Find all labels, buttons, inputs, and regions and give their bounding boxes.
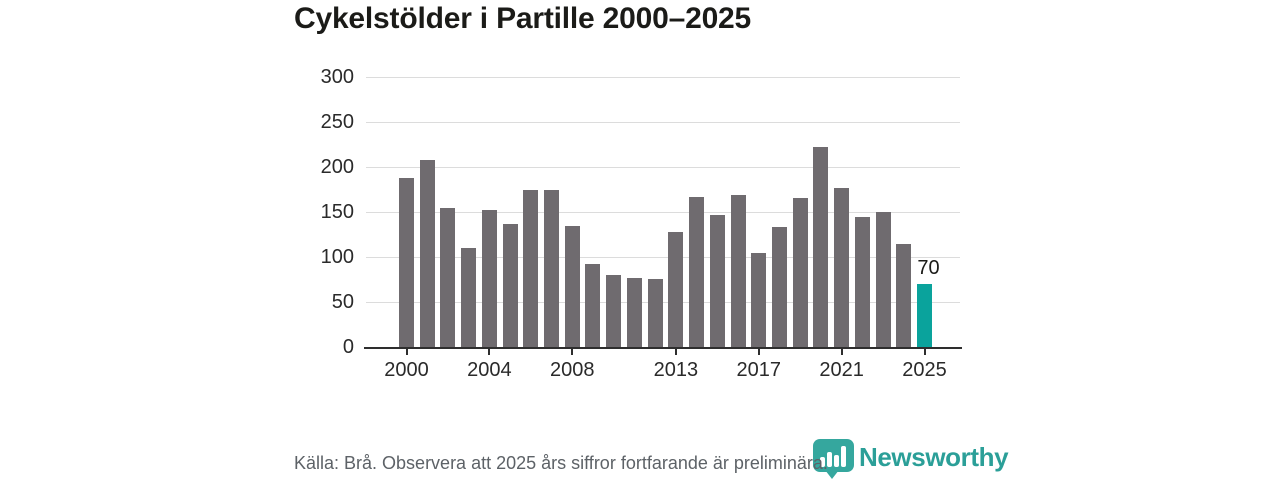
bar-2011[interactable] <box>626 277 642 347</box>
gridline-100 <box>366 257 960 258</box>
y-axis-label-150: 150 <box>320 201 354 223</box>
newsworthy-pin-barchart-icon <box>813 439 854 479</box>
bar-2010[interactable] <box>606 275 622 347</box>
newsworthy-brand[interactable]: Newsworthy <box>811 438 1009 480</box>
bar-2007[interactable] <box>544 190 560 347</box>
x-tick-2013 <box>674 347 677 355</box>
bar-2008[interactable] <box>564 226 580 347</box>
x-tick-2000 <box>405 347 408 355</box>
highlight-value-label: 70 <box>917 257 940 279</box>
y-axis-label-50: 50 <box>331 291 354 313</box>
x-axis-label-2025: 2025 <box>902 359 947 381</box>
bar-2015[interactable] <box>709 214 725 347</box>
bar-2012[interactable] <box>647 278 663 347</box>
bar-2003[interactable] <box>461 248 477 347</box>
bar-2006[interactable] <box>523 189 539 347</box>
gridline-250 <box>366 122 960 123</box>
bar-2021[interactable] <box>834 187 850 347</box>
bar-2020[interactable] <box>813 147 829 347</box>
plot-area: 0 50 100 150 200 250 300 2000 2004 2008 2013 2017 20… <box>321 66 962 381</box>
y-axis-label-300: 300 <box>320 66 354 88</box>
bar-2018[interactable] <box>771 227 787 347</box>
gridline-200 <box>366 167 960 168</box>
x-tick-2021 <box>840 347 843 355</box>
bar-2013[interactable] <box>668 231 684 347</box>
bar-2024[interactable] <box>896 243 912 347</box>
bar-2005[interactable] <box>502 223 518 347</box>
x-axis-label-2000: 2000 <box>384 359 429 381</box>
gridline-50 <box>366 302 960 303</box>
gridline-150 <box>366 212 960 213</box>
source-note: Källa: Brå. Observera att 2025 års siffr… <box>294 453 828 473</box>
y-axis-label-250: 250 <box>320 111 354 133</box>
bar-2000[interactable] <box>399 177 414 347</box>
y-axis-label-100: 100 <box>320 246 354 268</box>
x-axis-line <box>364 347 962 349</box>
bar-2019[interactable] <box>792 197 808 347</box>
bar-2002[interactable] <box>440 208 456 347</box>
bar-2017[interactable] <box>751 252 767 347</box>
x-axis-label-2004: 2004 <box>467 359 512 381</box>
gridline-300 <box>366 77 960 78</box>
x-tick-2017 <box>757 347 760 355</box>
brand-name[interactable]: Newsworthy <box>859 442 1009 472</box>
bar-2004[interactable] <box>481 210 497 347</box>
bar-2016[interactable] <box>730 194 746 347</box>
bar-2001[interactable] <box>419 159 435 347</box>
y-axis-label-200: 200 <box>320 156 354 178</box>
x-axis-label-2008: 2008 <box>550 359 595 381</box>
bar-2023[interactable] <box>875 212 891 347</box>
x-tick-2008 <box>571 347 574 355</box>
x-axis-label-2013: 2013 <box>653 359 699 381</box>
bar-2025[interactable] <box>917 284 932 347</box>
x-tick-2025 <box>923 347 926 355</box>
bar-2014[interactable] <box>689 196 705 347</box>
chart-title: Cykelstölder i Partille 2000–2025 <box>294 2 752 35</box>
y-axis-label-0: 0 <box>342 336 354 358</box>
bar-2009[interactable] <box>585 264 601 347</box>
x-tick-2004 <box>488 347 491 355</box>
bar-2022[interactable] <box>854 216 870 347</box>
x-axis-label-2021: 2021 <box>819 359 864 381</box>
x-axis-label-2017: 2017 <box>736 359 781 381</box>
